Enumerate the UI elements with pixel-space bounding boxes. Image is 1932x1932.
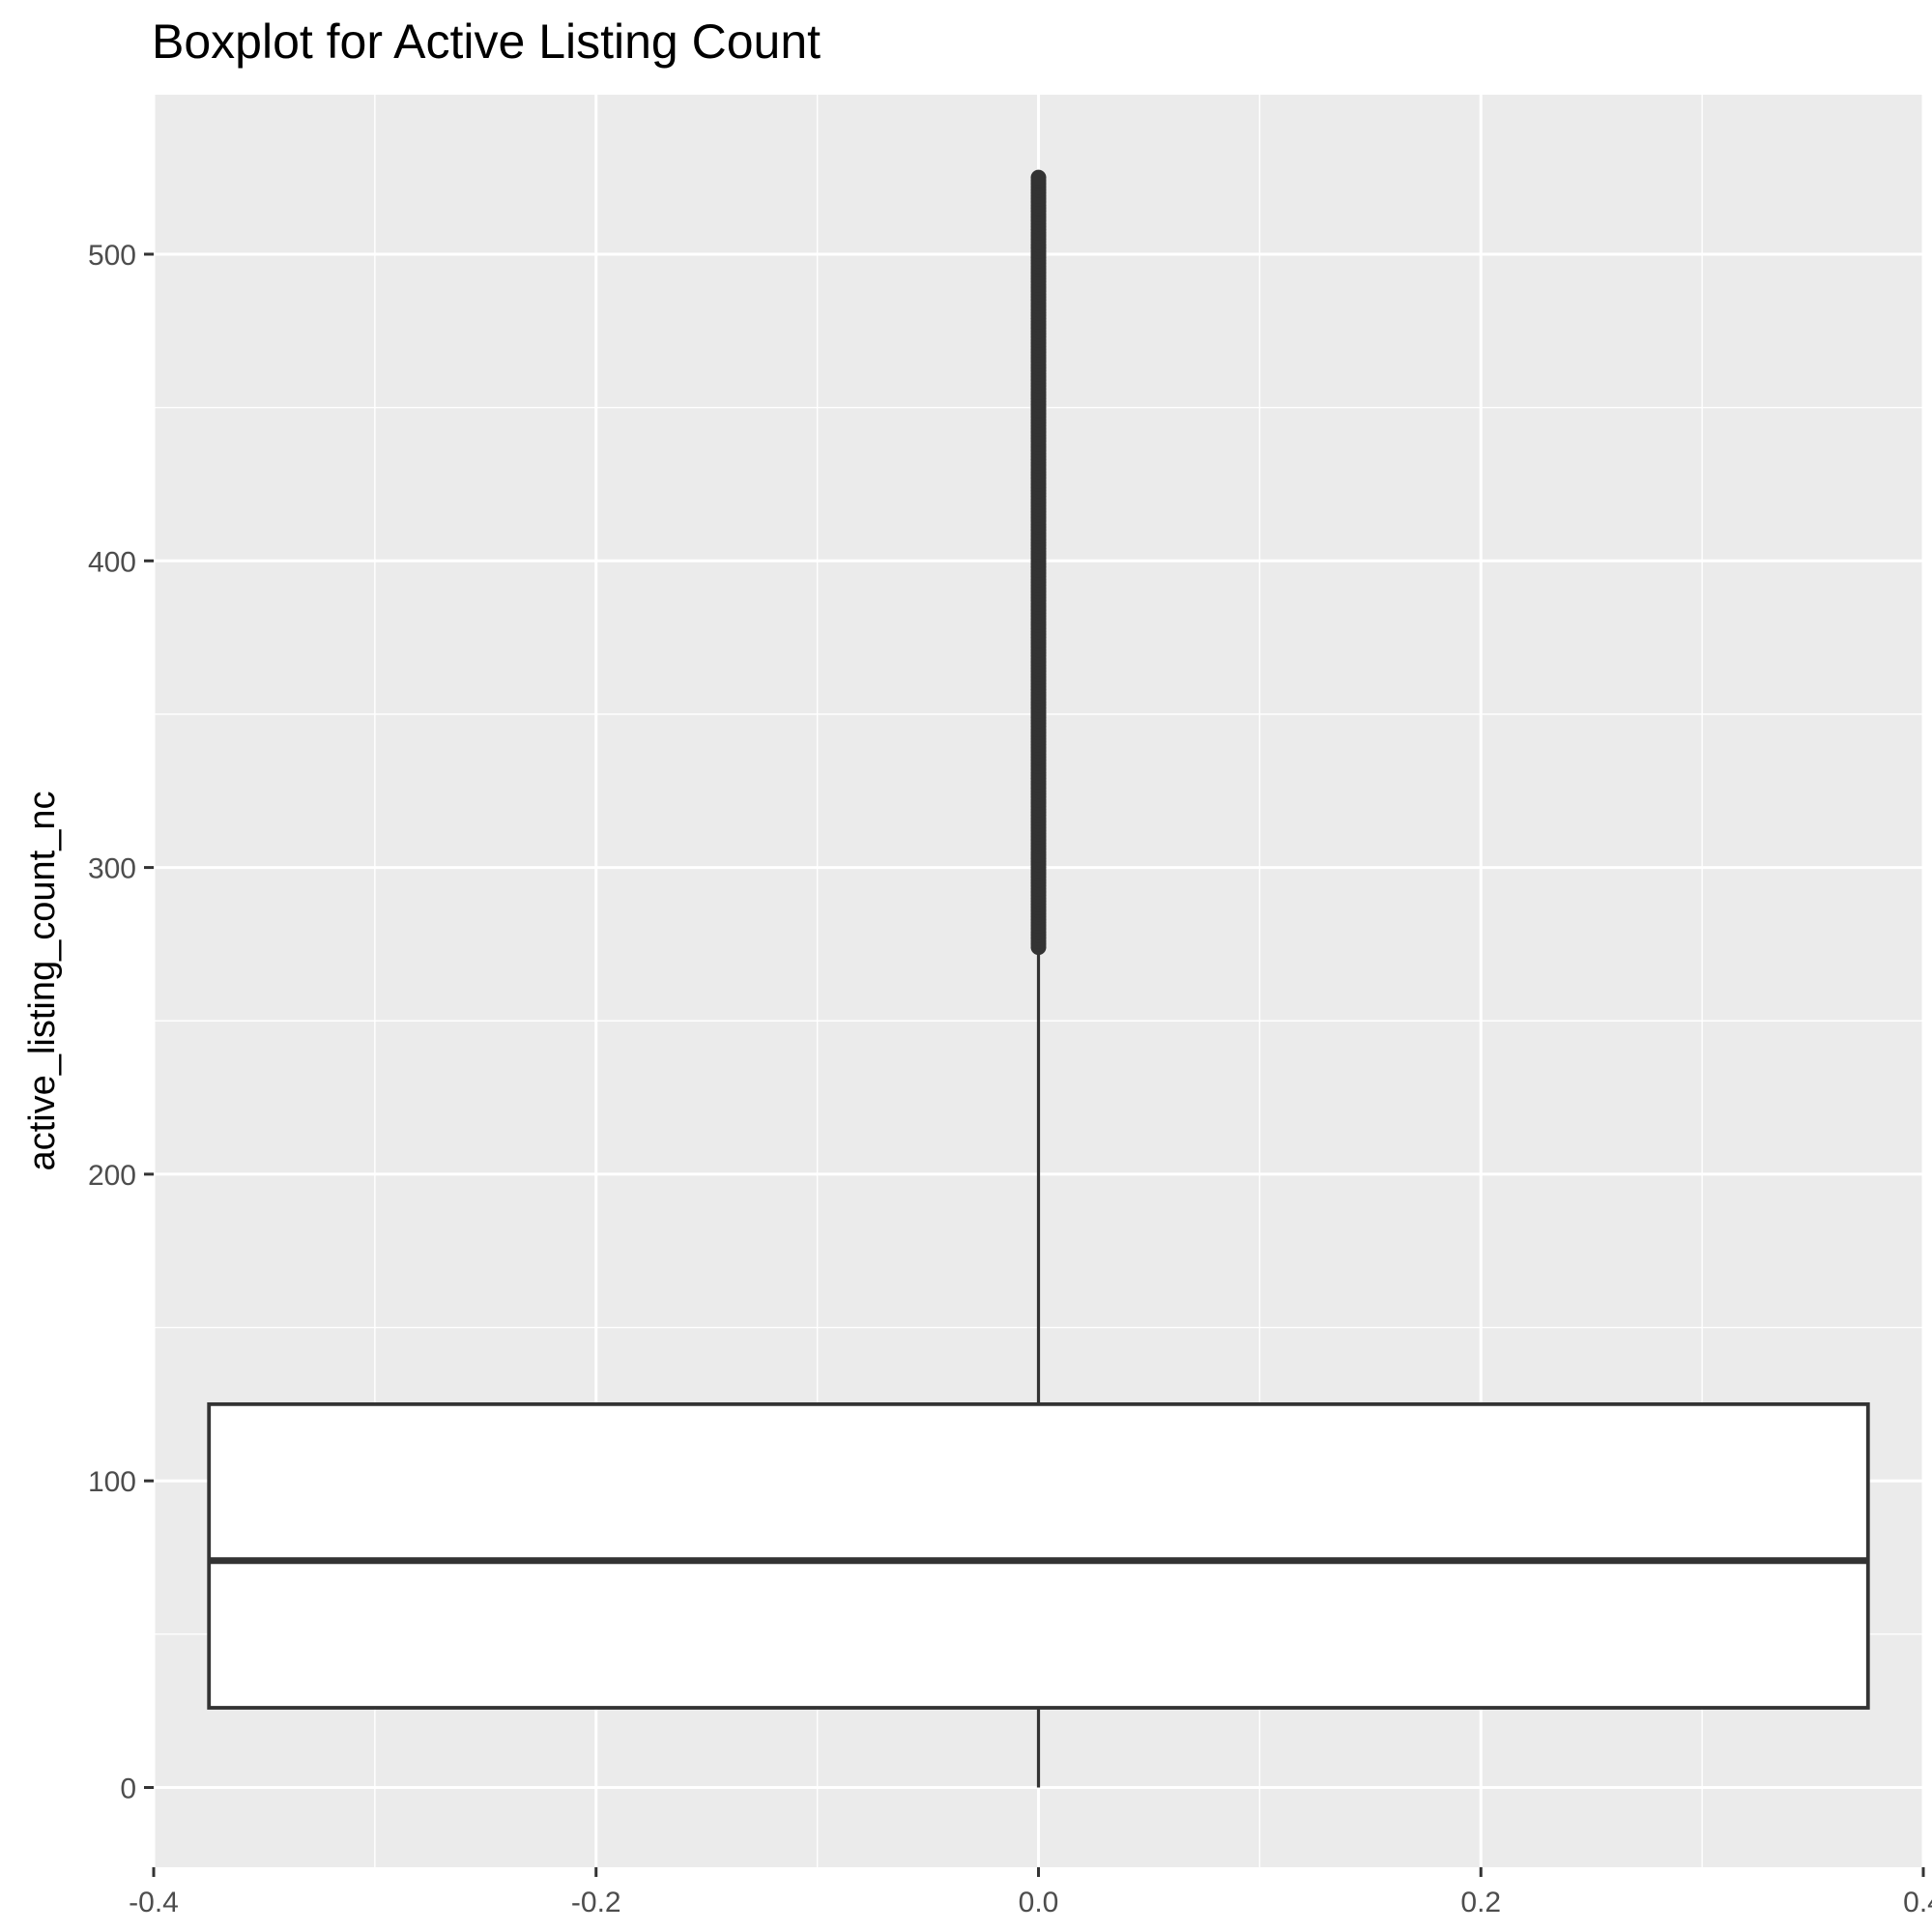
outlier-point xyxy=(1030,169,1047,186)
iqr-box xyxy=(207,1401,1870,1710)
y-tick-label: 300 xyxy=(88,853,136,885)
y-tick-label: 400 xyxy=(88,546,136,578)
y-tick-label: 100 xyxy=(88,1466,136,1498)
x-tick-label: 0.0 xyxy=(1019,1887,1059,1918)
x-tick-label: -0.2 xyxy=(571,1887,621,1918)
y-axis-label: active_listing_count_nc xyxy=(22,792,63,1171)
y-tick-label: 0 xyxy=(120,1773,136,1805)
boxplot xyxy=(207,169,1870,1788)
x-tick-label: -0.4 xyxy=(129,1887,179,1918)
y-tick-label: 500 xyxy=(88,240,136,272)
x-axis: -0.4 -0.2 0.0 0.2 0.4 xyxy=(129,1867,1932,1918)
outlier-points xyxy=(1030,169,1047,956)
x-tick-label: 0.2 xyxy=(1460,1887,1501,1918)
y-tick-label: 200 xyxy=(88,1160,136,1192)
y-axis: 0 100 200 300 400 500 xyxy=(88,240,154,1805)
chart-title: Boxplot for Active Listing Count xyxy=(152,14,821,69)
x-tick-label: 0.4 xyxy=(1903,1887,1932,1918)
